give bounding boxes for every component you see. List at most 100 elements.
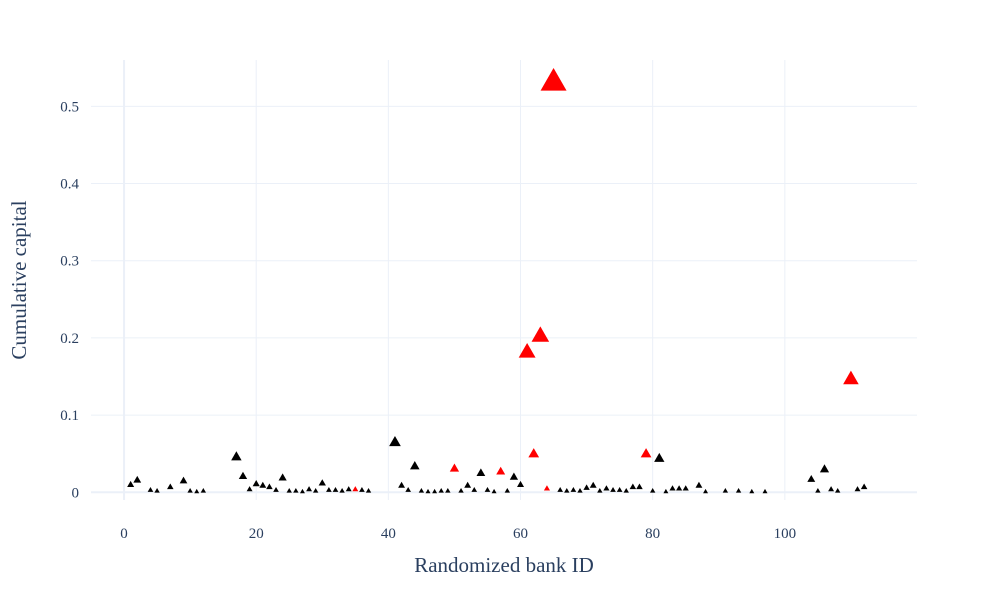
y-tick-label: 0 <box>72 485 80 501</box>
data-point <box>389 436 401 447</box>
data-point <box>484 487 491 492</box>
y-tick-label: 0.2 <box>60 331 79 347</box>
data-point <box>231 451 242 461</box>
x-tick-label: 0 <box>120 526 128 542</box>
data-point <box>835 487 841 493</box>
data-point <box>238 471 248 479</box>
data-point <box>299 488 305 494</box>
data-point <box>133 475 142 483</box>
data-point <box>597 487 603 493</box>
data-point <box>332 487 339 492</box>
data-point <box>654 452 665 462</box>
y-axis-title: Cumulative capital <box>7 200 31 359</box>
data-point <box>179 476 188 484</box>
data-point <box>583 484 590 490</box>
data-point <box>410 461 420 470</box>
data-point-highlighted <box>528 448 540 458</box>
data-point <box>167 483 174 490</box>
data-point <box>517 480 525 488</box>
data-point <box>273 487 279 492</box>
data-point <box>286 487 292 493</box>
data-point <box>623 487 629 493</box>
data-point <box>735 487 742 493</box>
data-point <box>577 487 583 493</box>
data-point <box>819 464 830 473</box>
data-point <box>438 487 444 493</box>
x-tick-label: 100 <box>774 526 797 542</box>
data-point <box>345 486 352 492</box>
data-point <box>445 487 451 493</box>
data-point-highlighted <box>540 68 567 91</box>
data-point <box>828 486 835 492</box>
data-point <box>504 487 510 493</box>
data-point <box>278 473 287 481</box>
data-point <box>676 485 683 491</box>
data-point <box>339 487 345 493</box>
data-point <box>200 487 207 493</box>
data-point-highlighted <box>496 466 506 475</box>
x-tick-label: 20 <box>249 526 264 542</box>
data-point <box>154 487 160 493</box>
data-point-highlighted <box>543 485 551 491</box>
data-point <box>589 481 597 488</box>
data-point <box>650 487 656 493</box>
y-tick-label: 0.4 <box>60 177 79 193</box>
data-point <box>854 486 861 492</box>
data-point <box>476 468 486 477</box>
data-point <box>695 481 703 488</box>
x-axis-title: Randomized bank ID <box>414 553 594 577</box>
data-point <box>570 487 577 492</box>
data-point-highlighted <box>352 486 359 492</box>
data-point <box>187 487 193 493</box>
data-point <box>663 488 669 494</box>
x-tick-label: 80 <box>645 526 660 542</box>
data-point-highlighted <box>449 463 460 472</box>
x-tick-label: 60 <box>513 526 528 542</box>
data-point <box>749 488 755 494</box>
data-point <box>682 485 689 491</box>
data-point <box>616 487 623 492</box>
data-point <box>246 486 253 492</box>
data-point <box>306 486 313 492</box>
data-point <box>359 487 365 492</box>
points-layer <box>127 68 868 494</box>
y-axis: 0 0.1 0.2 0.3 0.4 0.5 <box>60 99 79 501</box>
grid-layer <box>91 60 917 500</box>
data-point <box>491 488 497 494</box>
x-tick-label: 40 <box>381 526 396 542</box>
data-point <box>266 483 273 490</box>
data-point <box>365 487 372 493</box>
data-point <box>636 483 643 490</box>
data-point <box>318 479 326 486</box>
data-point <box>471 487 478 492</box>
data-point <box>703 488 709 494</box>
data-point <box>432 488 438 494</box>
data-point <box>557 487 563 492</box>
y-tick-label: 0.3 <box>60 254 79 270</box>
data-point <box>458 487 464 493</box>
data-point <box>147 487 154 492</box>
data-point <box>603 485 610 491</box>
data-point <box>464 481 472 488</box>
data-point <box>509 472 519 480</box>
data-point <box>259 481 267 488</box>
data-point <box>405 487 412 492</box>
data-point <box>762 488 768 494</box>
data-point <box>194 488 200 494</box>
y-tick-label: 0.1 <box>60 408 79 424</box>
data-point <box>860 483 868 490</box>
data-point <box>669 485 676 491</box>
data-point <box>127 480 135 488</box>
data-point <box>398 481 406 488</box>
x-axis: 0 20 40 60 80 100 <box>120 526 796 542</box>
data-point <box>564 487 570 493</box>
data-point <box>326 487 332 492</box>
data-point <box>425 488 431 494</box>
data-point-highlighted <box>518 342 536 358</box>
data-point <box>293 487 299 493</box>
data-point <box>418 487 425 493</box>
data-point <box>815 487 821 493</box>
data-point-highlighted <box>640 448 652 458</box>
data-point <box>629 483 637 490</box>
